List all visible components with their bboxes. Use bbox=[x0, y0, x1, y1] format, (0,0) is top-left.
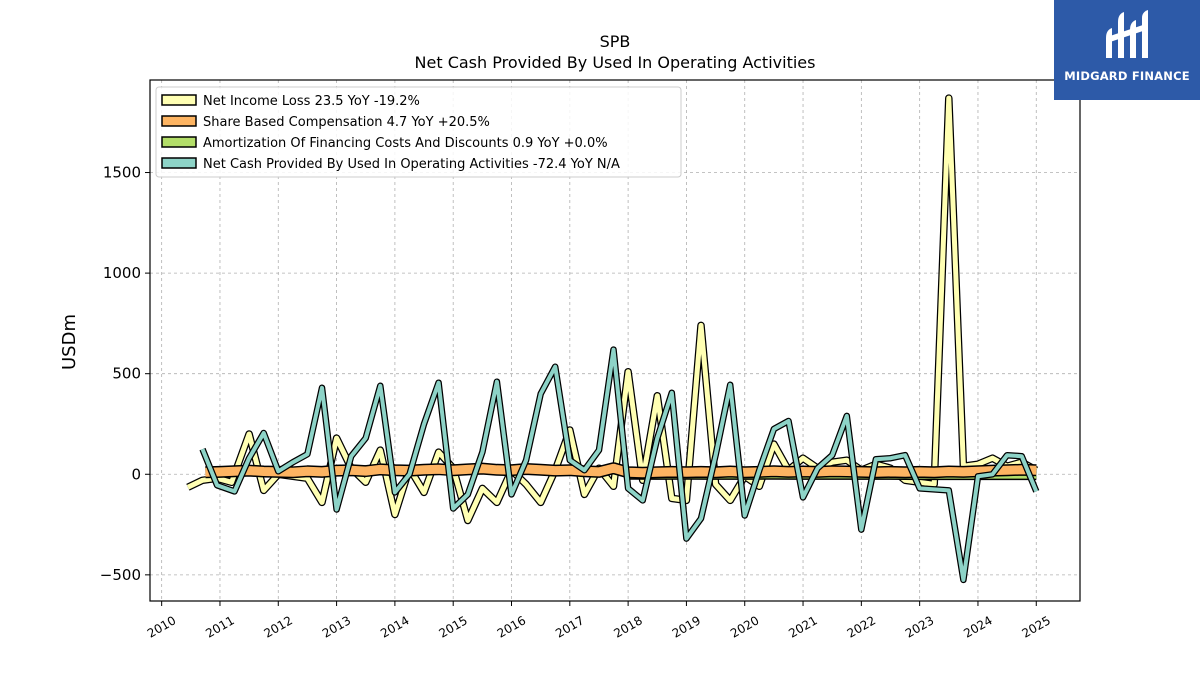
x-tick-label: 2014 bbox=[378, 613, 411, 640]
y-tick-label: 1000 bbox=[103, 264, 141, 282]
logo-mark-icon bbox=[1106, 10, 1148, 58]
legend-box bbox=[155, 86, 682, 178]
y-axis-label: USDm bbox=[59, 314, 80, 370]
x-tick-label: 2019 bbox=[670, 613, 703, 640]
x-tick-label: 2023 bbox=[903, 613, 936, 640]
legend-entry: Amortization Of Financing Costs And Disc… bbox=[203, 136, 608, 151]
series-line bbox=[200, 347, 1039, 582]
x-tick-label: 2016 bbox=[495, 613, 528, 640]
y-tick-label: 0 bbox=[131, 465, 141, 483]
x-tick-label: 2012 bbox=[262, 613, 295, 640]
midgard-finance-logo: MIDGARD FINANCE bbox=[1054, 0, 1200, 100]
chart-title: SPB bbox=[600, 32, 631, 51]
legend-entry: Net Cash Provided By Used In Operating A… bbox=[203, 157, 620, 172]
axes: 2010 2011 2012 2013 2014 2015 2016 2017 2018 2019… bbox=[100, 164, 1053, 641]
x-tick-label: 2011 bbox=[203, 613, 236, 640]
x-tick-label: 2021 bbox=[786, 613, 819, 640]
legend: Net Income Loss 23.5 YoY -19.2% Share Bas… bbox=[155, 86, 682, 178]
x-tick-label: 2025 bbox=[1020, 613, 1053, 640]
chart-subtitle: Net Cash Provided By Used In Operating A… bbox=[415, 53, 816, 72]
x-tick-label: 2024 bbox=[961, 613, 994, 640]
x-tick-label: 2017 bbox=[553, 613, 586, 640]
x-tick-label: 2018 bbox=[611, 613, 644, 640]
legend-swatch bbox=[161, 157, 197, 169]
y-tick-label: −500 bbox=[100, 566, 141, 584]
y-tick-label: 1500 bbox=[103, 164, 141, 182]
legend-swatch bbox=[161, 115, 197, 127]
series-line bbox=[205, 463, 1037, 478]
x-tick-label: 2013 bbox=[320, 613, 353, 640]
y-tick-label: 500 bbox=[112, 365, 141, 383]
x-tick-label: 2015 bbox=[436, 613, 469, 640]
plot-frame bbox=[149, 79, 1081, 602]
x-tick-label: 2010 bbox=[145, 613, 178, 640]
x-tick-label: 2022 bbox=[845, 613, 878, 640]
legend-swatch bbox=[161, 94, 197, 106]
legend-entry: Share Based Compensation 4.7 YoY +20.5% bbox=[203, 115, 490, 130]
x-tick-label: 2020 bbox=[728, 613, 761, 640]
legend-entry: Net Income Loss 23.5 YoY -19.2% bbox=[203, 94, 420, 109]
series-layer bbox=[186, 94, 1040, 584]
logo-text: MIDGARD FINANCE bbox=[1064, 69, 1190, 83]
legend-swatch bbox=[161, 136, 197, 148]
